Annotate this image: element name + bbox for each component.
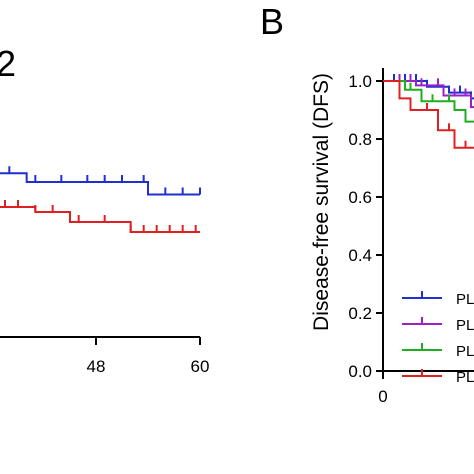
panel-right-series (383, 74, 474, 149)
panel-right-label: B (260, 1, 284, 42)
panel-right-y-tick-label: 0.6 (348, 188, 372, 207)
panel-right-y-tick-label: 0.2 (348, 304, 372, 323)
legend-label-1: PL (456, 317, 474, 334)
panel-right-series-3-line (383, 80, 474, 149)
panel-left-x-tick-label: 48 (87, 357, 106, 376)
panel-right-x-ticks: 0 (378, 371, 388, 406)
legend-label-0: PL (456, 291, 474, 308)
legend-label-2: PL (456, 343, 474, 360)
legend-label-3: PL (456, 369, 474, 386)
panel-right-y-axis-title: Disease-free survival (DFS) (310, 73, 333, 331)
panel-left-x-tick-label: 60 (191, 357, 210, 376)
panel-right-x-tick-label: 0 (378, 387, 387, 406)
panel-left-x-ticks: 64860 (87, 337, 210, 376)
panel-left: 2 64860 (0, 43, 209, 376)
panel-left-label: 2 (0, 43, 16, 84)
panel-right: B Disease-free survival (DFS) 0.00.20.40… (260, 1, 474, 406)
panel-right-y-tick-label: 0.4 (348, 246, 372, 265)
panel-right-y-tick-label: 0.8 (348, 130, 372, 149)
panel-right-series-2-line (383, 80, 474, 123)
panel-right-y-ticks: 0.0 0.2 0.4 0.6 0.8 1.0 (348, 72, 383, 381)
panel-right-y-tick-label: 1.0 (348, 72, 372, 91)
panel-right-legend: PL PL PL PL (402, 291, 474, 386)
panel-left-series-0-line (0, 172, 200, 196)
panel-right-series-1-line (383, 80, 474, 109)
panel-left-series (0, 166, 201, 233)
panel-right-y-tick-label: 0.0 (348, 362, 372, 381)
